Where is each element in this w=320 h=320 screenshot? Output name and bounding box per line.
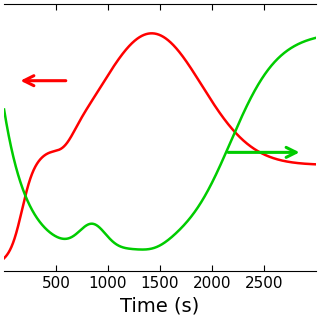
- X-axis label: Time (s): Time (s): [120, 297, 200, 316]
